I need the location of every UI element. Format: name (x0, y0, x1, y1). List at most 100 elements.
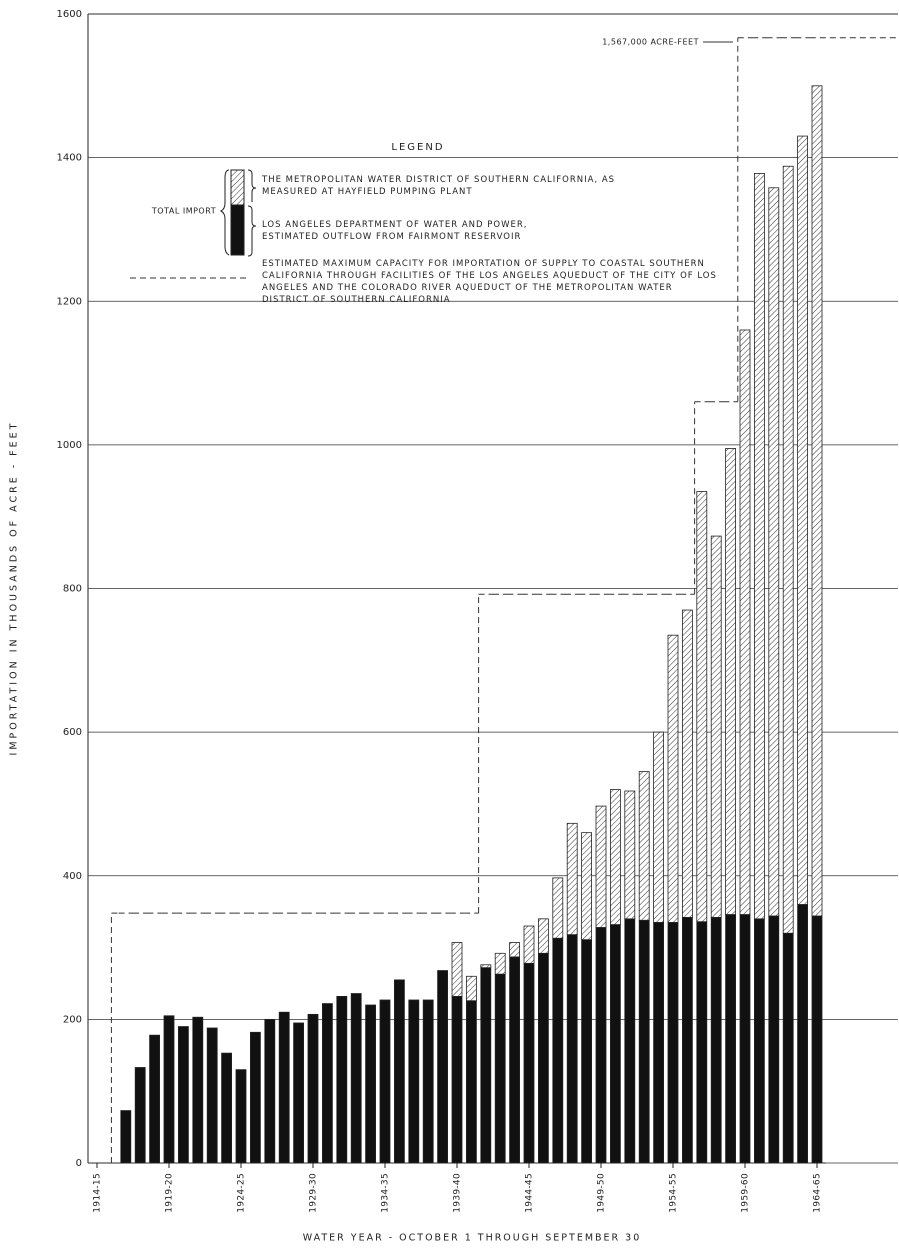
bar-segment (811, 85, 823, 917)
bar-segment (538, 952, 549, 1164)
bar-segment (667, 922, 679, 1164)
legend-title: LEGEND (391, 142, 444, 153)
bar-segment (393, 979, 405, 1164)
bar-segment (465, 975, 477, 1002)
x-tick-label: 1959-60 (741, 1173, 751, 1213)
bar-segment (710, 917, 722, 1164)
x-tick-label: 1934-35 (381, 1173, 391, 1213)
legend-label: LOS ANGELES DEPARTMENT OF WATER AND POWE… (262, 220, 528, 242)
legend-label: ESTIMATED MAXIMUM CAPACITY FOR IMPORTATI… (262, 259, 717, 305)
bar-segment (653, 922, 664, 1164)
bar-segment (710, 535, 722, 918)
bar-segment (653, 731, 664, 923)
y-tick-label: 600 (63, 727, 82, 738)
bar-segment (811, 915, 823, 1164)
y-tick-label: 800 (63, 584, 82, 595)
x-tick-label: 1929-30 (309, 1173, 319, 1213)
y-tick-label: 1200 (57, 296, 82, 307)
bar-segment (754, 173, 765, 920)
bar-segment (451, 942, 463, 997)
bar-segment (494, 973, 506, 1164)
y-tick-label: 1600 (57, 9, 82, 20)
legend-swatch (230, 169, 245, 206)
bar-segment (682, 917, 693, 1164)
bar-segment (163, 1015, 175, 1164)
bar-segment (408, 999, 420, 1164)
bar-segment (264, 1018, 276, 1164)
bar-segment (192, 1016, 204, 1164)
x-tick-label: 1924-25 (237, 1173, 247, 1213)
bar-segment (365, 1004, 377, 1164)
bar-segment (336, 995, 348, 1164)
bar-segment (768, 915, 780, 1164)
legend-label: THE METROPOLITAN WATER DISTRICT OF SOUTH… (262, 175, 616, 197)
bar-segment (768, 187, 780, 917)
bar-segment (523, 925, 535, 964)
legend-brace (219, 169, 230, 256)
legend-group-label: TOTAL IMPORT (151, 207, 216, 216)
bar-segment (581, 832, 592, 941)
bar-segment (206, 1027, 218, 1164)
x-tick-label: 1944-45 (525, 1173, 535, 1213)
y-tick-label: 1000 (57, 440, 82, 451)
bar-segment (754, 918, 765, 1164)
bar-segment (177, 1026, 189, 1164)
bar-segment (610, 789, 621, 925)
x-tick-label: 1919-20 (165, 1173, 175, 1213)
bar-segment (638, 771, 650, 921)
legend-brace (247, 205, 257, 257)
bar-segment (149, 1034, 161, 1164)
bar-segment (221, 1052, 233, 1164)
bar-segment (624, 790, 636, 920)
x-tick-label: 1939-40 (453, 1173, 463, 1213)
x-tick-label: 1949-50 (597, 1173, 607, 1213)
bar-segment (624, 918, 636, 1164)
legend-swatch (230, 204, 245, 256)
x-axis-title: WATER YEAR - OCTOBER 1 THROUGH SEPTEMBER… (303, 1233, 642, 1244)
bar-segment (307, 1013, 319, 1164)
bar-segment (566, 822, 578, 936)
bar-segment (638, 919, 650, 1164)
bar-segment (552, 877, 564, 939)
bar-segment (134, 1067, 146, 1164)
bar-segment (581, 939, 592, 1164)
bar-segment (379, 999, 391, 1164)
y-tick-label: 200 (63, 1014, 82, 1025)
bar-segment (725, 914, 736, 1164)
bar-segment (451, 995, 463, 1164)
bar-segment (538, 918, 549, 954)
bar-segment (350, 993, 362, 1164)
y-tick-label: 1400 (57, 153, 82, 164)
bar-segment (249, 1031, 261, 1164)
bar-segment (509, 942, 521, 958)
bar-segment (797, 904, 808, 1164)
y-tick-label: 400 (63, 871, 82, 882)
y-tick-label: 0 (76, 1158, 82, 1169)
bar-segment (422, 999, 434, 1164)
bar-segment (797, 135, 808, 905)
bar-segment (696, 491, 708, 923)
bar-segment (120, 1110, 132, 1164)
y-axis-title: IMPORTATION IN THOUSANDS OF ACRE - FEET (9, 421, 20, 756)
bar-segment (682, 609, 693, 918)
annotation: 1,567,000 ACRE-FEET (602, 38, 699, 47)
bar-segment (523, 962, 535, 1164)
bar-segment (465, 1000, 477, 1164)
bar-segment (725, 448, 736, 915)
bar-segment (566, 934, 578, 1164)
bar-segment (494, 952, 506, 975)
bar-segment (696, 921, 708, 1164)
x-tick-label: 1954-55 (669, 1173, 679, 1213)
bar-segment (437, 970, 449, 1164)
bar-segment (595, 805, 607, 928)
bar-segment (293, 1022, 305, 1164)
bar-segment (235, 1069, 247, 1164)
bar-segment (480, 967, 492, 1164)
legend-brace (247, 169, 257, 202)
bar-segment (782, 165, 794, 934)
bar-segment (278, 1011, 290, 1164)
bar-segment (480, 964, 492, 969)
bar-segment (321, 1003, 333, 1164)
